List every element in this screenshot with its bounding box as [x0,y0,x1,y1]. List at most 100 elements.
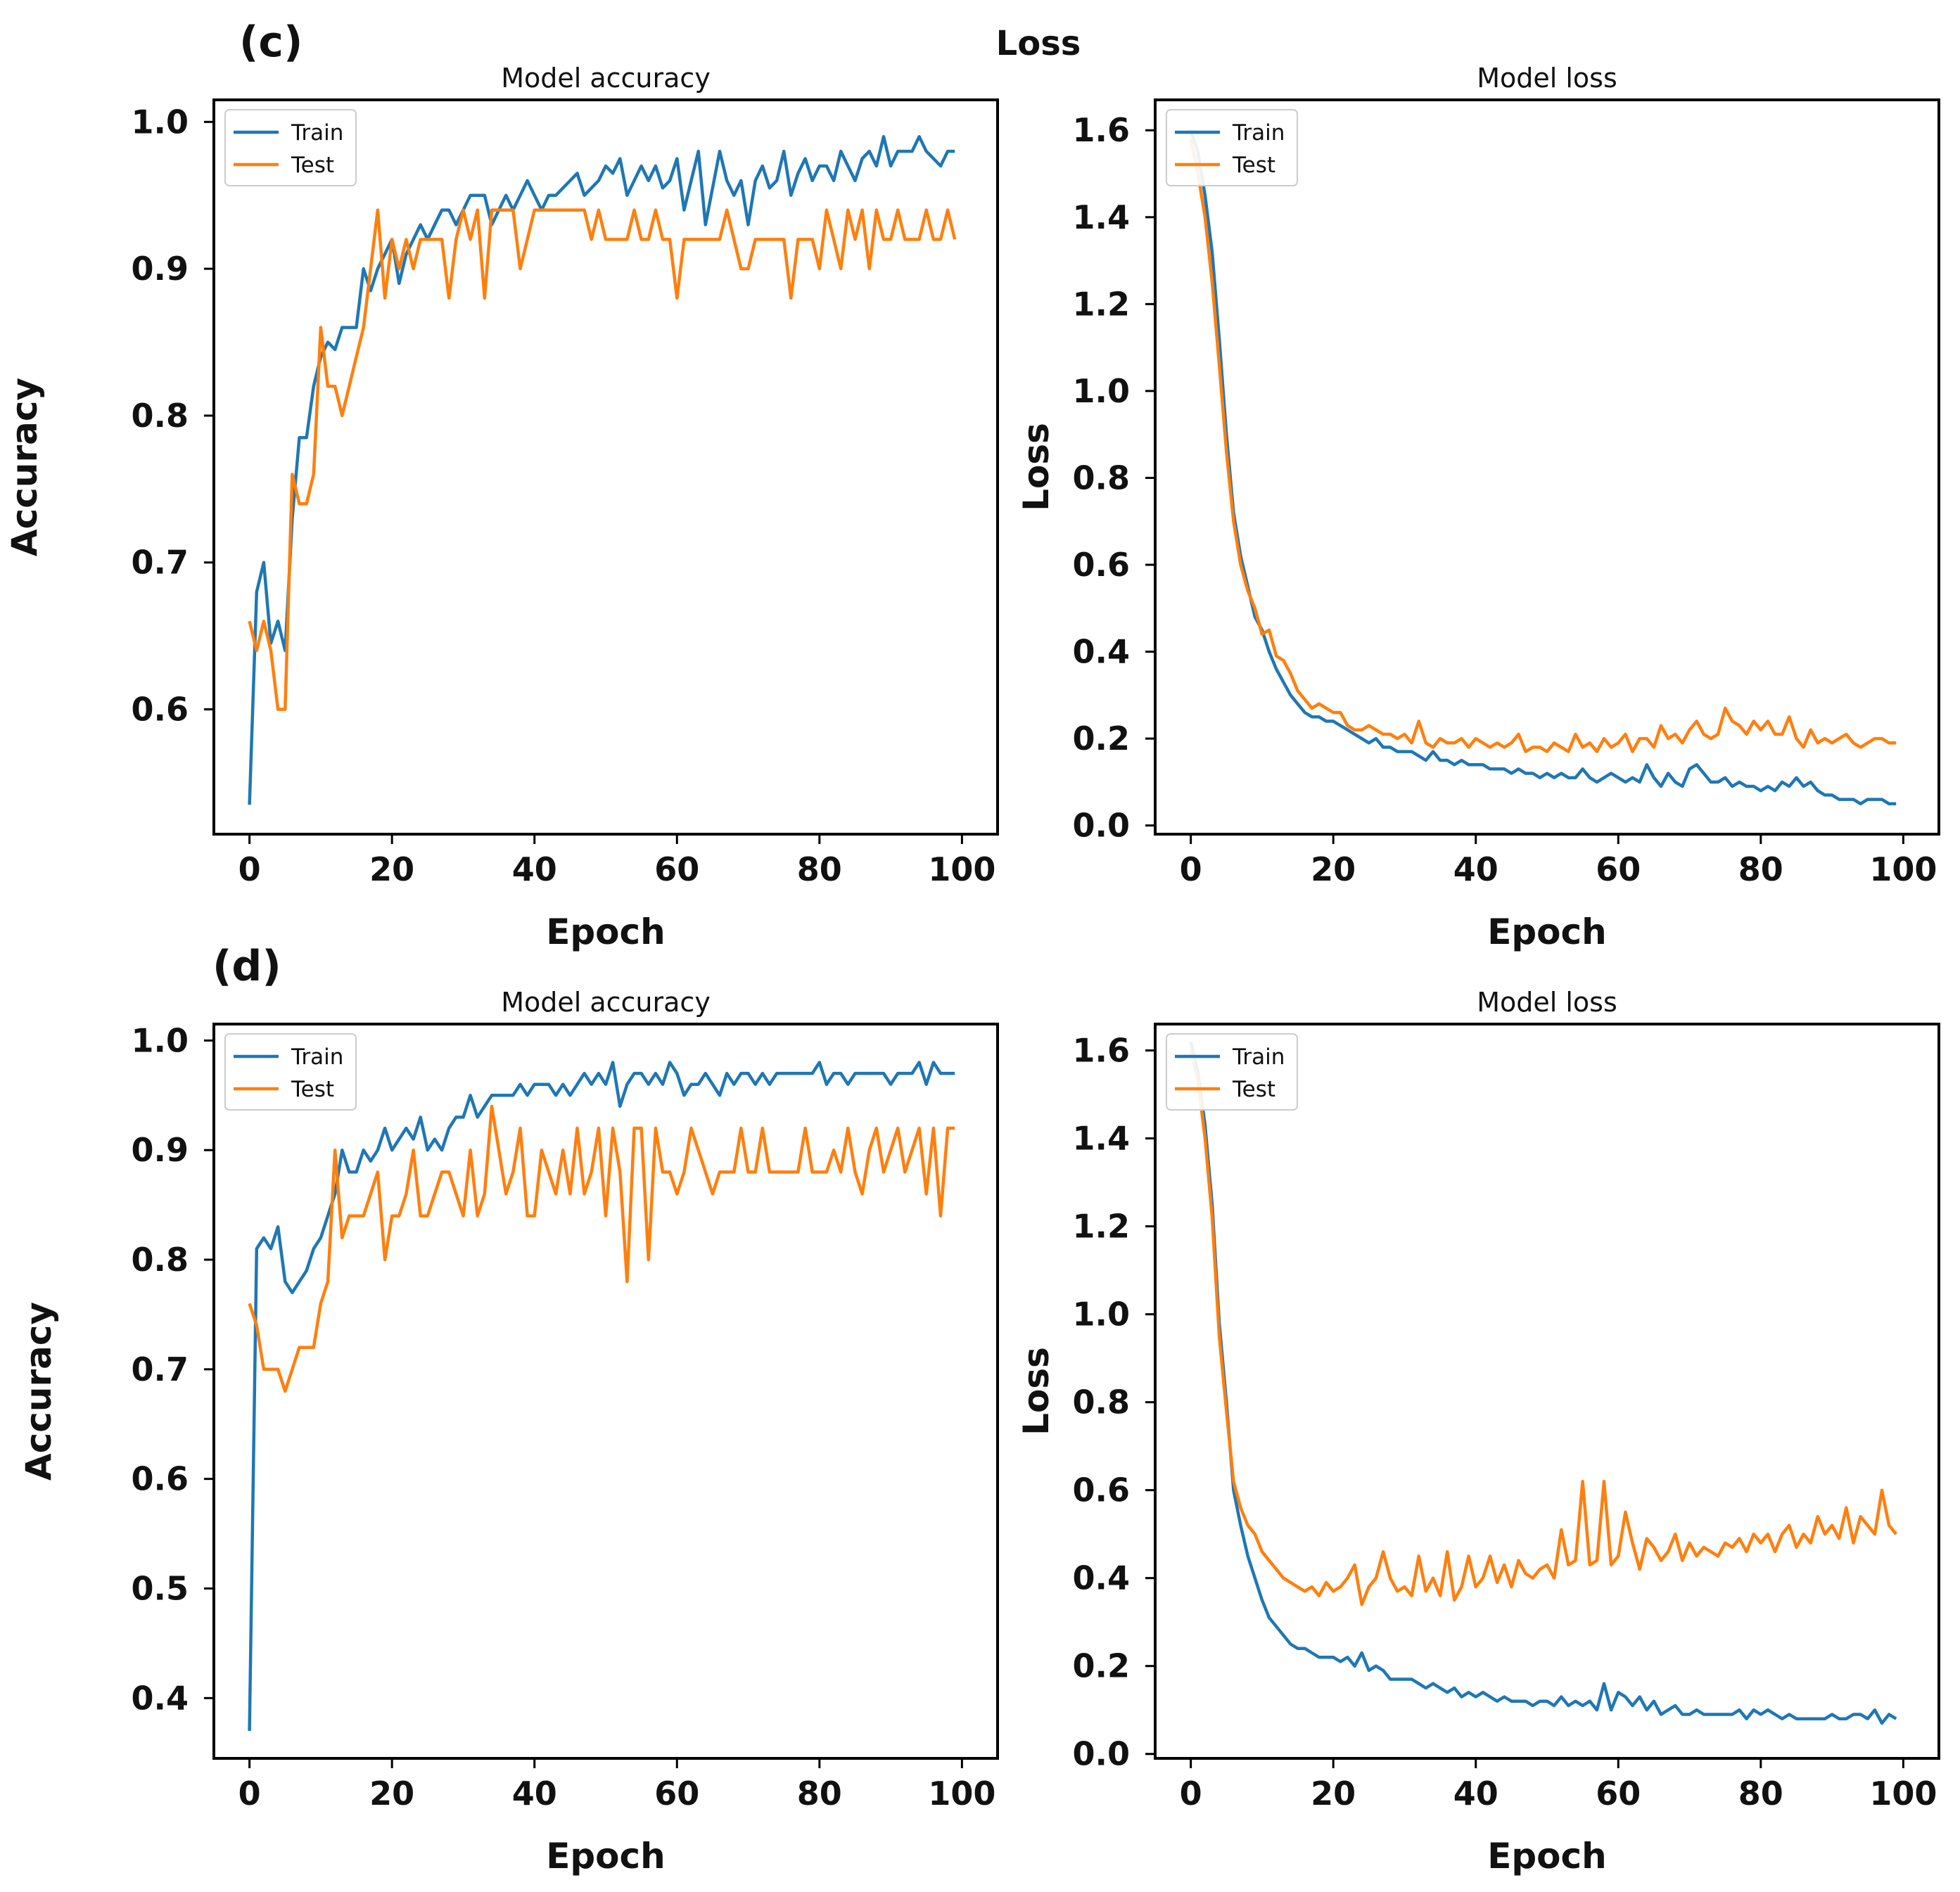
series-line-test [1189,139,1897,753]
y-tick-label: 0.4 [132,1679,189,1717]
series-line-train [248,134,955,805]
y-tick-label: 1.4 [1073,1120,1131,1158]
axes-frame [212,98,999,836]
x-tick-label: 40 [512,850,557,888]
axes-frame [212,1023,999,1760]
x-axis-label: Epoch [1487,912,1607,952]
legend-box [1166,1033,1298,1111]
y-tick-label: 0.7 [132,544,189,582]
y-axis-label: Accuracy [4,378,45,556]
y-tick-label: 0.5 [132,1569,189,1607]
x-tick-label: 60 [1596,850,1641,888]
x-tick-label: 0 [238,1775,261,1813]
y-tick-label: 0.8 [132,397,189,435]
y-tick-label: 0.4 [1073,1559,1131,1597]
y-tick-label: 0.6 [1073,546,1131,584]
y-tick-label: 1.0 [1073,372,1131,410]
chart-d-accuracy: 0 20 40 60 80 100 0.4 0.5 0.6 0.7 0.8 0.9 1.0 Model a… [18,987,999,1877]
series-line-test [248,208,957,711]
x-tick-label: 20 [1311,1775,1356,1813]
legend-box [1166,109,1298,186]
x-tick-label: 100 [928,1775,995,1813]
x-tick-label: 0 [1180,1775,1202,1813]
y-tick-label: 0.7 [132,1350,189,1388]
x-tick-label: 20 [1311,850,1356,888]
series-line-test [248,1104,955,1393]
legend-label-train: Train [1232,120,1285,146]
x-tick-label: 80 [797,850,842,888]
y-tick-label: 1.0 [132,103,189,141]
legend-label-test: Test [291,153,334,178]
chart-title: Model accuracy [501,63,711,94]
y-tick-label: 0.9 [132,250,189,288]
y-axis-label: Loss [1016,1347,1057,1436]
legend: Train Test [224,109,357,186]
panel-label-d: (d) [212,942,281,991]
chart-c-loss: 0 20 40 60 80 100 0.0 0.2 0.4 0.6 0.8 1.0 1.2 1.4 1.6 M… [1016,63,1940,952]
y-tick-label: 1.2 [1073,1208,1131,1246]
chart-title: Model accuracy [501,987,711,1018]
series-line-train [248,1061,955,1732]
legend-box [224,1033,357,1111]
series-line-test [1189,1049,1897,1606]
x-tick-label: 60 [654,1775,699,1813]
x-tick-label: 40 [1453,850,1498,888]
x-tick-label: 80 [1738,850,1783,888]
y-tick-label: 0.4 [1073,633,1131,671]
y-tick-label: 0.8 [132,1241,189,1279]
y-tick-label: 0.8 [1073,459,1131,497]
x-tick-label: 100 [1869,850,1937,888]
y-tick-label: 0.6 [1073,1471,1131,1509]
x-tick-label: 20 [369,850,414,888]
x-tick-label: 20 [369,1775,414,1813]
y-tick-label: 0.0 [1073,807,1131,845]
y-tick-label: 0.6 [132,1460,189,1498]
y-tick-label: 0.6 [132,691,189,729]
x-tick-label: 60 [654,850,699,888]
y-tick-label: 1.4 [1073,198,1131,236]
chart-c-accuracy: 0 20 40 60 80 100 0.6 0.7 0.8 0.9 1.0 Model accurac… [4,63,999,952]
panel-label-c: (c) [239,18,303,67]
x-axis-label: Epoch [546,912,666,952]
y-tick-label: 1.0 [132,1021,189,1059]
y-tick-label: 0.8 [1073,1383,1131,1421]
y-tick-label: 0.9 [132,1131,189,1169]
x-tick-label: 0 [1180,850,1202,888]
y-tick-label: 1.6 [1073,111,1131,149]
charts-layer: 0 20 40 60 80 100 0.6 0.7 0.8 0.9 1.0 Model accurac… [4,63,1940,1877]
y-tick-label: 1.0 [1073,1296,1131,1334]
chart-title: Model loss [1477,987,1617,1018]
legend-label-train: Train [291,120,343,146]
legend: Train Test [224,1033,357,1111]
x-axis-label: Epoch [1487,1836,1607,1877]
x-tick-label: 40 [512,1775,557,1813]
y-axis-label: Accuracy [18,1302,59,1481]
y-tick-label: 1.2 [1073,285,1131,323]
axes-frame [1154,98,1940,836]
x-tick-label: 100 [928,850,995,888]
y-tick-label: 0.2 [1073,1647,1131,1685]
legend-box [224,109,357,186]
legend-label-train: Train [1232,1044,1285,1070]
x-tick-label: 60 [1596,1775,1641,1813]
legend-label-test: Test [1232,1077,1275,1102]
series-line-train [1189,1041,1897,1725]
x-tick-label: 40 [1453,1775,1498,1813]
y-tick-label: 0.2 [1073,720,1131,758]
legend: Train Test [1166,1033,1298,1111]
x-tick-label: 80 [1738,1775,1783,1813]
figure-heading: Loss [996,24,1081,63]
chart-d-loss: 0 20 40 60 80 100 0.0 0.2 0.4 0.6 0.8 1.0 1.2 1.4 1.6 M… [1016,987,1940,1877]
y-tick-label: 0.0 [1073,1735,1131,1773]
chart-title: Model loss [1477,63,1617,94]
y-axis-label: Loss [1016,423,1057,511]
legend-label-test: Test [1232,153,1275,178]
legend-label-test: Test [291,1077,334,1102]
x-axis-label: Epoch [546,1836,666,1877]
series-line-train [1189,129,1897,806]
legend-label-train: Train [291,1044,343,1070]
x-tick-label: 0 [238,850,261,888]
x-tick-label: 80 [797,1775,842,1813]
x-tick-label: 100 [1869,1775,1937,1813]
